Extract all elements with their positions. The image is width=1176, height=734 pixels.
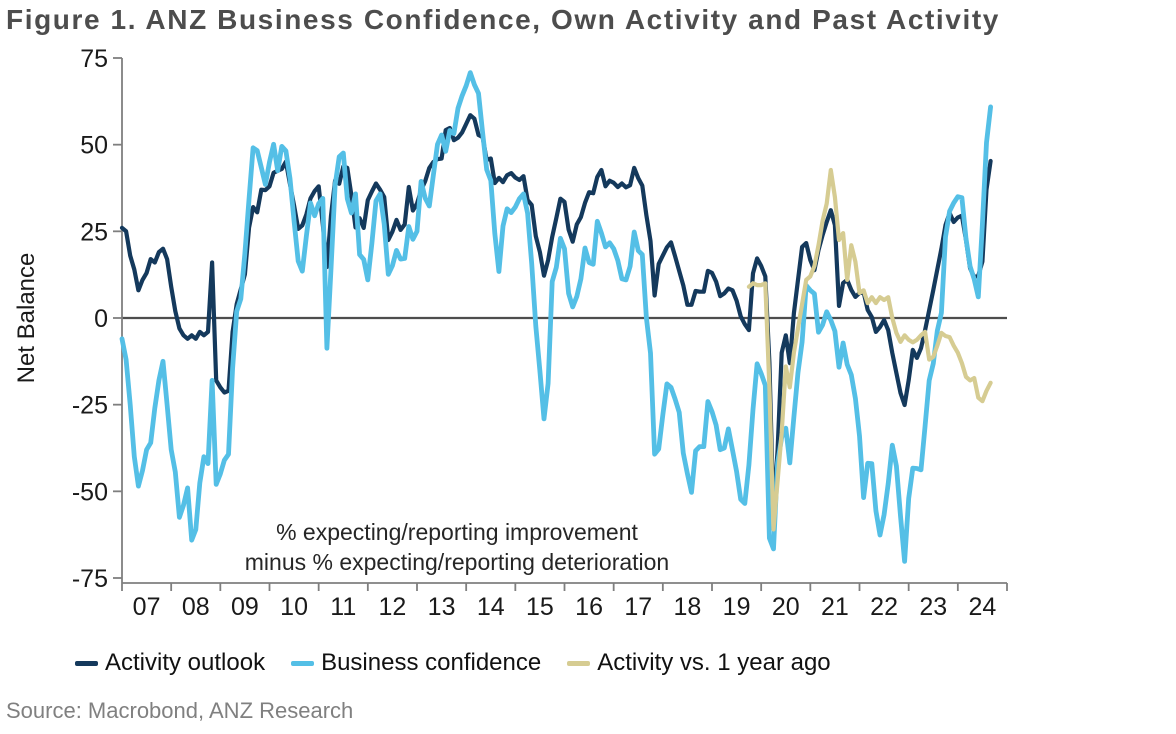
series-line-business-confidence xyxy=(119,70,993,564)
y-axis-tick-label: -25 xyxy=(72,392,108,420)
x-axis-tick-label: 09 xyxy=(231,593,259,621)
legend-item-activity-vs-1-year-ago: Activity vs. 1 year ago xyxy=(567,649,831,677)
series-line-activity-vs-1-year-ago xyxy=(746,167,993,532)
y-axis-tick-label: -75 xyxy=(72,565,108,593)
annotation-line: % expecting/reporting improvement xyxy=(276,519,638,545)
x-axis-tick-label: 18 xyxy=(674,593,702,621)
x-axis-tick-label: 10 xyxy=(280,593,308,621)
x-axis-tick-label: 16 xyxy=(575,593,603,621)
figure-title: Figure 1. ANZ Business Confidence, Own A… xyxy=(6,4,1000,35)
x-axis-tick-label: 22 xyxy=(870,593,898,621)
annotation-line: minus % expecting/reporting deterioratio… xyxy=(245,549,669,575)
x-axis-tick-label: 17 xyxy=(624,593,652,621)
x-axis-tick-label: 13 xyxy=(428,593,456,621)
x-axis-tick-label: 24 xyxy=(969,593,997,621)
source-attribution: Source: Macrobond, ANZ Research xyxy=(6,698,354,723)
x-axis-tick-label: 19 xyxy=(723,593,751,621)
x-axis-tick-label: 23 xyxy=(919,593,947,621)
y-axis-tick-label: 75 xyxy=(80,45,108,73)
y-axis-tick-label: 0 xyxy=(94,305,108,333)
x-axis-tick-label: 20 xyxy=(772,593,800,621)
y-axis-tick-label: 50 xyxy=(80,132,108,160)
chart-canvas: 75 50 25 0 -25 -50 -75 07 08 09 10 11 12 13 14 15 16 17 18… xyxy=(13,45,1008,621)
legend-label-activity-vs-1-year-ago: Activity vs. 1 year ago xyxy=(597,649,831,676)
activity-outlook-line-swatch xyxy=(75,660,98,666)
y-axis-tick-label: 25 xyxy=(80,218,108,246)
legend-label-activity-outlook: Activity outlook xyxy=(105,649,266,676)
x-axis-tick-label: 15 xyxy=(526,593,554,621)
legend-item-activity-outlook: Activity outlook xyxy=(75,649,265,677)
x-axis-tick-label: 08 xyxy=(182,593,210,621)
business-confidence-line-swatch xyxy=(291,660,315,666)
x-axis-tick-label: 12 xyxy=(379,593,407,621)
y-axis-title: Net Balance xyxy=(13,253,40,384)
chart-legend: Activity outlook Business confidence Act… xyxy=(75,649,831,677)
x-axis-tick-label: 07 xyxy=(133,593,161,621)
x-axis-tick-label: 14 xyxy=(477,593,505,621)
y-axis-tick-label: -50 xyxy=(72,478,108,506)
x-axis-tick-label: 21 xyxy=(821,593,849,621)
legend-label-business-confidence: Business confidence xyxy=(321,649,542,676)
x-axis-tick-label: 11 xyxy=(330,593,356,621)
activity-vs-1-year-ago-line-swatch xyxy=(567,660,591,666)
legend-item-business-confidence: Business confidence xyxy=(291,649,541,677)
